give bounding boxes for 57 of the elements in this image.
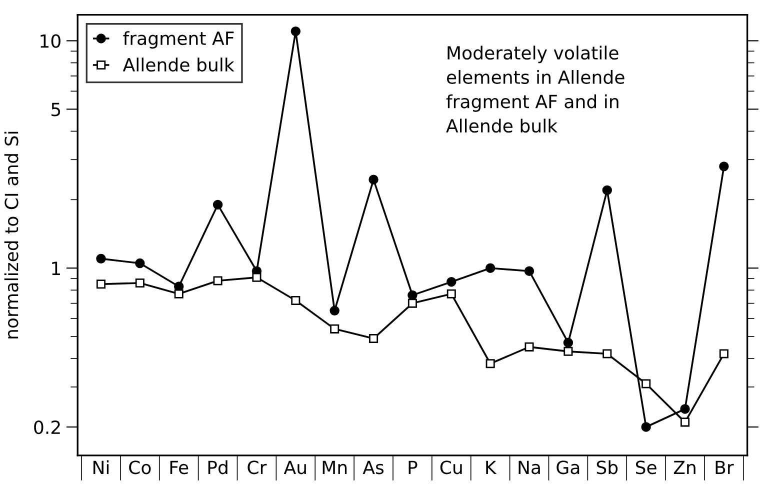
point: [563, 338, 574, 348]
x-tick-label: Pd: [208, 460, 228, 474]
point: [680, 404, 690, 414]
x-tick-label: Au: [284, 460, 306, 474]
point: [368, 174, 378, 184]
point: [524, 266, 534, 276]
x-tick-label: Sb: [596, 460, 618, 474]
point: [252, 272, 262, 282]
y-tick-label: 10: [40, 34, 60, 48]
x-tick-label: As: [362, 460, 384, 474]
point: [96, 280, 106, 289]
point: [174, 289, 184, 298]
point: [408, 290, 418, 300]
annotation: Moderately volatile elements in Allende fragment AF and in Allende bulk: [446, 46, 624, 133]
point: [446, 276, 456, 287]
legend-label: Allende bulk: [122, 58, 234, 72]
point: [369, 334, 378, 344]
point: [602, 349, 612, 358]
y-tick-label: 0.2: [34, 420, 60, 434]
legend-label: fragment AF: [123, 31, 234, 49]
y-axis-title: normalized to CI and Si: [4, 132, 18, 338]
point: [641, 422, 651, 432]
point: [291, 296, 300, 306]
point: [602, 185, 612, 196]
point: [135, 278, 144, 288]
point: [680, 418, 690, 427]
point: [408, 298, 417, 308]
x-tick-label: Cr: [248, 460, 267, 474]
point: [719, 349, 728, 358]
point: [486, 359, 495, 368]
point: [213, 276, 222, 286]
point: [446, 289, 456, 298]
x-tick-label: Zn: [674, 460, 696, 474]
x-tick-label: Ga: [556, 460, 580, 474]
x-tick-label: Na: [518, 460, 540, 474]
point: [642, 379, 651, 388]
x-tick-label: Ni: [93, 460, 109, 474]
point: [135, 258, 145, 268]
x-tick-label: Co: [129, 460, 151, 474]
point: [290, 26, 301, 36]
x-tick-label: P: [408, 460, 418, 474]
x-tick-label: Cu: [440, 460, 462, 474]
x-tick-label: Mn: [322, 460, 347, 474]
point: [485, 263, 496, 273]
x-tick-label: K: [486, 460, 497, 474]
point: [719, 162, 729, 172]
x-tick-label: Fe: [170, 460, 188, 474]
y-tick-label: 5: [52, 102, 60, 116]
point: [212, 200, 223, 210]
point: [96, 254, 106, 264]
x-tick-label: Br: [716, 460, 734, 474]
y-tick-label: 1: [52, 262, 60, 275]
point: [564, 346, 573, 356]
x-tick-label: Se: [636, 460, 656, 474]
point: [524, 342, 534, 352]
point: [330, 306, 340, 316]
point: [330, 324, 340, 334]
